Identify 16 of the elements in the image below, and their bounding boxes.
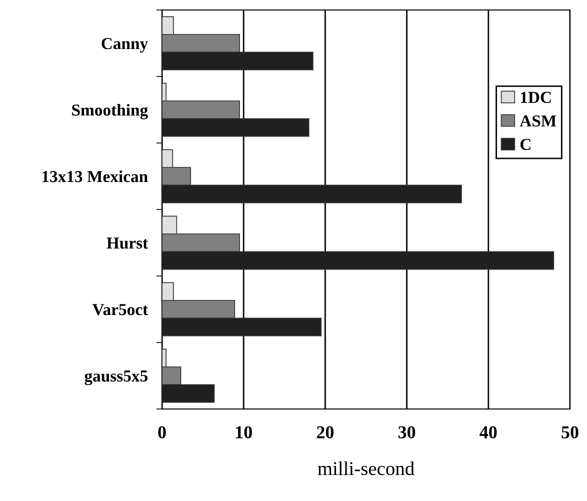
y-tick-label: gauss5x5 <box>84 370 148 386</box>
x-tick-label: 10 <box>236 426 252 438</box>
x-tick-label: 0 <box>158 426 166 438</box>
x-tick-label: 20 <box>316 426 334 438</box>
x-tick-label: 30 <box>398 426 416 438</box>
legend-label: ASM <box>520 115 556 127</box>
y-tick-label: Var5oct <box>92 304 148 316</box>
legend-label: 1DC <box>520 92 551 103</box>
x-tick-label: 50 <box>562 426 578 438</box>
y-tick-label: Smoothing <box>72 104 148 120</box>
x-tick-label: 40 <box>480 426 497 438</box>
x-axis-title: milli-second <box>318 461 414 476</box>
y-tick-label: Canny <box>102 38 148 53</box>
legend-label: C <box>520 138 530 150</box>
y-tick-label: 13x13 Mexican <box>42 170 148 182</box>
y-tick-label: Hurst <box>106 238 148 249</box>
